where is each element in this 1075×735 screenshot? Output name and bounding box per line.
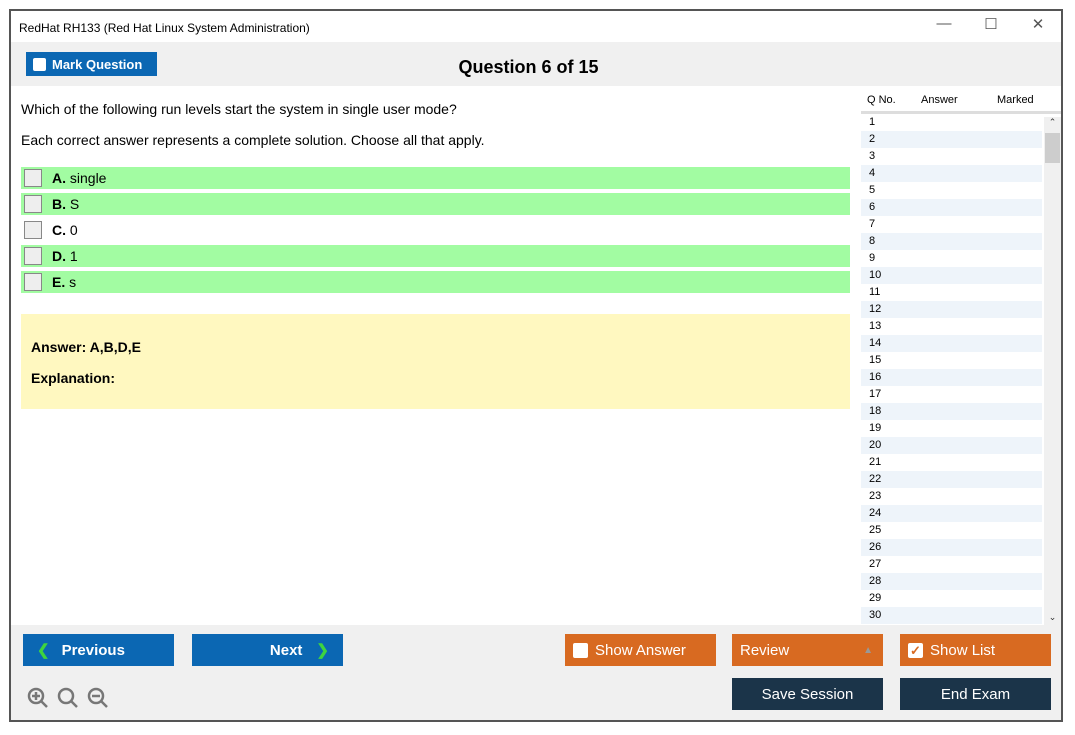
window-title: RedHat RH133 (Red Hat Linux System Admin… xyxy=(19,21,310,35)
option-e[interactable]: E. s xyxy=(21,271,850,293)
list-row[interactable]: 9 xyxy=(869,252,876,264)
next-label: Next xyxy=(269,641,303,659)
minimize-button[interactable]: — xyxy=(936,15,952,32)
header-marked: Marked xyxy=(997,94,1034,106)
close-button[interactable]: ✕ xyxy=(1031,16,1045,33)
option-text: 0 xyxy=(69,222,78,238)
list-row[interactable]: 10 xyxy=(861,267,1042,284)
show-list-label: Show List xyxy=(930,641,996,659)
save-session-button[interactable]: Save Session xyxy=(732,678,883,710)
review-label: Review xyxy=(740,641,790,659)
option-checkbox[interactable] xyxy=(24,169,42,187)
list-row[interactable]: 22 xyxy=(861,471,1042,488)
question-instruction: Each correct answer represents a complet… xyxy=(21,132,485,148)
question-panel: Which of the following run levels start … xyxy=(11,86,861,625)
option-checkbox[interactable] xyxy=(24,273,42,291)
list-row[interactable]: 5 xyxy=(869,184,876,196)
option-letter: C. xyxy=(52,222,66,238)
scroll-down-icon[interactable]: ⌄ xyxy=(1048,612,1057,622)
header-qno: Q No. xyxy=(867,94,896,106)
list-row[interactable]: 4 xyxy=(861,165,1042,182)
list-row[interactable]: 26 xyxy=(861,539,1042,556)
option-b[interactable]: B. S xyxy=(21,193,850,215)
list-row[interactable]: 20 xyxy=(861,437,1042,454)
zoom-controls xyxy=(27,687,108,708)
question-text: Which of the following run levels start … xyxy=(21,101,457,117)
list-row[interactable]: 23 xyxy=(869,490,882,502)
list-row[interactable]: 25 xyxy=(869,524,882,536)
list-row[interactable]: 15 xyxy=(869,354,882,366)
question-title: Question 6 of 15 xyxy=(458,57,599,77)
list-row[interactable]: 21 xyxy=(869,456,882,468)
list-row[interactable]: 3 xyxy=(869,150,876,162)
zoom-out-icon[interactable] xyxy=(87,687,108,708)
option-letter: E. xyxy=(52,274,66,290)
zoom-in-icon[interactable] xyxy=(27,687,48,708)
review-dropdown[interactable]: Review ▲ xyxy=(732,634,883,666)
chevron-right-icon: ❯ xyxy=(316,642,329,659)
option-text: s xyxy=(69,274,77,290)
title-bar: RedHat RH133 (Red Hat Linux System Admin… xyxy=(11,11,1061,42)
app-window: RedHat RH133 (Red Hat Linux System Admin… xyxy=(9,9,1063,722)
list-header: Q No. Answer Marked xyxy=(861,86,1061,114)
list-row[interactable]: 8 xyxy=(861,233,1042,250)
scrollbar[interactable]: ⌃ ⌄ xyxy=(1044,117,1061,625)
list-row[interactable]: 18 xyxy=(861,403,1042,420)
option-checkbox[interactable] xyxy=(24,195,42,213)
answer-box: Answer: A,B,D,E Explanation: xyxy=(21,314,850,409)
scroll-up-icon[interactable]: ⌃ xyxy=(1048,117,1057,127)
maximize-button[interactable]: ☐ xyxy=(984,16,998,33)
explanation-label: Explanation: xyxy=(31,370,116,386)
show-answer-button[interactable]: Show Answer xyxy=(565,634,716,666)
option-letter: B. xyxy=(52,196,66,212)
list-row[interactable]: 28 xyxy=(861,573,1042,590)
mark-question-button[interactable]: Mark Question xyxy=(26,52,157,76)
previous-button[interactable]: ❮ Previous xyxy=(23,634,174,666)
option-text: S xyxy=(69,196,80,212)
option-text: single xyxy=(69,170,107,186)
list-row[interactable]: 27 xyxy=(869,558,882,570)
list-row[interactable]: 30 xyxy=(861,607,1042,624)
list-row[interactable]: 13 xyxy=(869,320,882,332)
list-row[interactable]: 7 xyxy=(869,218,876,230)
list-row[interactable]: 1 xyxy=(869,116,876,128)
list-row[interactable]: 14 xyxy=(861,335,1042,352)
checkbox-icon xyxy=(573,642,588,658)
option-d[interactable]: D. 1 xyxy=(21,245,850,267)
scrollbar-thumb[interactable] xyxy=(1045,133,1060,163)
option-letter: D. xyxy=(52,248,66,264)
list-row[interactable]: 24 xyxy=(861,505,1042,522)
next-button[interactable]: Next ❯ xyxy=(192,634,343,666)
checkbox-icon xyxy=(33,57,46,71)
show-list-button[interactable]: ✓ Show List xyxy=(900,634,1051,666)
option-checkbox[interactable] xyxy=(24,221,42,239)
option-a[interactable]: A. single xyxy=(21,167,850,189)
caret-up-icon: ▲ xyxy=(863,644,873,656)
previous-label: Previous xyxy=(61,641,125,659)
option-c[interactable]: C. 0 xyxy=(21,219,850,241)
end-exam-button[interactable]: End Exam xyxy=(900,678,1051,710)
answer-text: Answer: A,B,D,E xyxy=(31,339,141,355)
list-row[interactable]: 2 xyxy=(861,131,1042,148)
option-letter: A. xyxy=(52,170,66,186)
list-row[interactable]: 19 xyxy=(869,422,882,434)
checkmark-icon: ✓ xyxy=(908,642,923,658)
option-text: 1 xyxy=(69,248,78,264)
list-row[interactable]: 17 xyxy=(869,388,882,400)
list-row[interactable]: 16 xyxy=(861,369,1042,386)
zoom-reset-icon[interactable] xyxy=(57,687,78,708)
chevron-left-icon: ❮ xyxy=(37,642,50,659)
question-list: Q No. Answer Marked 1 2 3 4 5 6 7 8 9 10 11 12 13 14 1… xyxy=(861,86,1061,625)
option-checkbox[interactable] xyxy=(24,247,42,265)
list-row[interactable]: 11 xyxy=(869,286,881,298)
header-answer: Answer xyxy=(921,94,958,106)
show-answer-label: Show Answer xyxy=(595,641,686,659)
mark-label: Mark Question xyxy=(52,56,143,72)
list-row[interactable]: 6 xyxy=(861,199,1042,216)
list-row[interactable]: 29 xyxy=(869,592,882,604)
list-row[interactable]: 12 xyxy=(861,301,1042,318)
